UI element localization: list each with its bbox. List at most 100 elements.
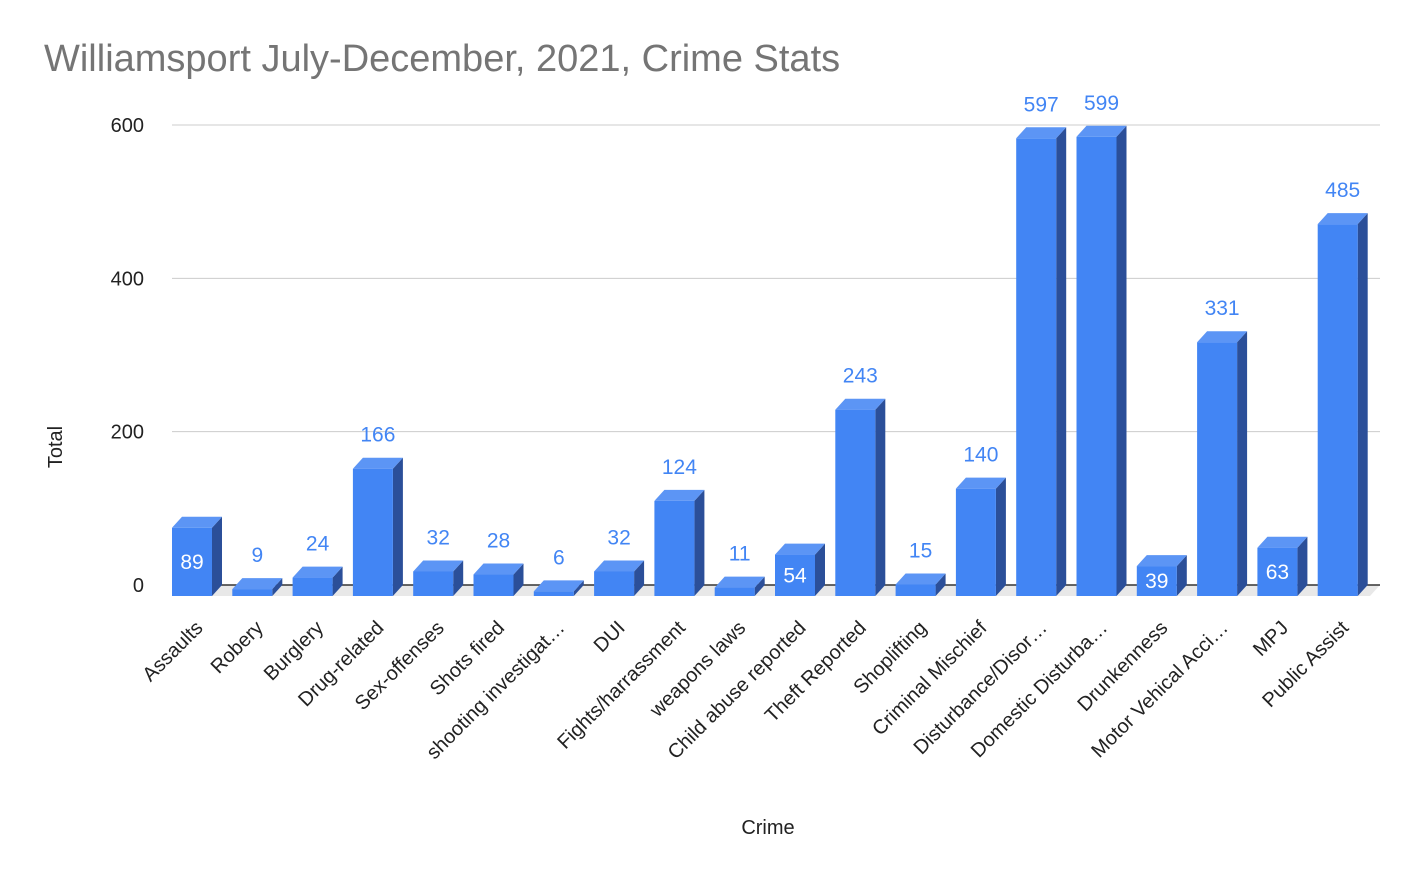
- data-label: 140: [963, 444, 998, 467]
- bar: [714, 576, 765, 596]
- bar-side: [332, 566, 343, 596]
- data-label: 485: [1325, 179, 1360, 202]
- x-axis-ticks: Assaults RoberyBurgleryDrug-relatedSex-of…: [139, 617, 1354, 764]
- data-labels: 89 9 24 166 32 28 6 32 124 11 54 243 15 140 597 599 39 33…: [180, 92, 1360, 593]
- y-tick-label: 0: [133, 575, 144, 597]
- bar-side: [935, 573, 946, 596]
- bar-front: [1076, 136, 1117, 596]
- bar-top: [413, 560, 464, 572]
- bar-front: [292, 577, 333, 596]
- data-label: 9: [251, 544, 263, 567]
- bar-front: [594, 571, 635, 596]
- data-label: 124: [662, 456, 697, 479]
- data-label: 89: [180, 551, 203, 574]
- y-tick-label: 600: [111, 115, 144, 137]
- bar-side: [754, 576, 765, 596]
- x-tick-label: DUI: [590, 617, 630, 657]
- x-tick-label: Robery: [207, 617, 268, 678]
- bar-side: [272, 578, 283, 596]
- bar-side: [1056, 127, 1067, 597]
- bar-front: [775, 554, 815, 596]
- data-label: 28: [487, 530, 510, 553]
- bar-side: [392, 457, 403, 596]
- data-label: 63: [1266, 561, 1289, 584]
- bar: [1197, 331, 1248, 596]
- bar-top: [895, 573, 946, 585]
- gridlines: [172, 124, 1380, 433]
- bar-front: [835, 409, 876, 596]
- bar-top: [775, 543, 825, 555]
- data-label: 331: [1205, 297, 1240, 320]
- bar-top: [654, 489, 705, 501]
- x-tick-label: MPJ: [1249, 617, 1293, 661]
- bar-front: [1317, 224, 1358, 596]
- bar: [1076, 125, 1127, 597]
- bar-side: [875, 398, 886, 596]
- data-label: 32: [427, 526, 450, 549]
- bar-top: [232, 578, 283, 590]
- bar-top: [172, 516, 222, 528]
- bar-top: [473, 563, 524, 575]
- x-tick-label: Criminal Mischief: [868, 617, 992, 741]
- bar-front: [955, 488, 996, 596]
- bar-top: [292, 566, 343, 578]
- data-label: 166: [360, 424, 395, 447]
- data-label: 599: [1084, 92, 1119, 115]
- bar-top: [1317, 213, 1368, 225]
- bar-front: [1257, 547, 1298, 596]
- bar-side: [634, 560, 645, 596]
- bar-top: [533, 580, 584, 592]
- bar-top: [1076, 125, 1127, 137]
- bar-side: [1357, 213, 1368, 596]
- bar-front: [413, 571, 454, 596]
- data-label: 11: [729, 543, 751, 566]
- bar-front: [1016, 138, 1057, 597]
- bar: [594, 560, 645, 596]
- bar-top: [594, 560, 645, 572]
- bar-side: [573, 580, 584, 596]
- data-label: 24: [306, 533, 330, 556]
- bar-side: [1237, 331, 1248, 596]
- bar: [292, 566, 343, 596]
- bar-front: [1197, 342, 1238, 596]
- y-tick-label: 400: [111, 268, 144, 290]
- bar-side: [453, 560, 464, 596]
- bar: [172, 516, 222, 596]
- bar-side: [694, 489, 705, 596]
- bar-front: [654, 500, 695, 596]
- bar: [413, 560, 464, 596]
- bar-side: [212, 516, 222, 596]
- bar-side: [1176, 555, 1187, 596]
- bar-top: [835, 398, 886, 410]
- data-label: 32: [607, 526, 630, 549]
- bar-top: [714, 576, 765, 588]
- bar-side: [513, 563, 524, 596]
- data-label: 54: [783, 564, 807, 587]
- data-label: 597: [1024, 93, 1059, 116]
- data-label: 6: [553, 546, 565, 569]
- bar-side: [1116, 125, 1127, 597]
- bar-top: [1136, 555, 1187, 567]
- bars: [172, 125, 1368, 597]
- bar-front: [1136, 566, 1177, 596]
- bar-front: [473, 574, 514, 596]
- bar: [835, 398, 886, 596]
- bar-top: [1016, 127, 1067, 139]
- bar: [232, 578, 283, 596]
- bar-front: [172, 527, 212, 596]
- bar-front: [232, 589, 273, 596]
- data-label: 15: [909, 540, 932, 563]
- data-label: 39: [1145, 570, 1168, 593]
- y-tick-label: 200: [111, 422, 144, 444]
- bar: [775, 543, 825, 596]
- x-tick-label: Assaults: [139, 617, 208, 686]
- bar-front: [533, 591, 574, 596]
- bar-top: [1197, 331, 1248, 343]
- bar-top: [352, 457, 403, 469]
- bar: [654, 489, 705, 596]
- bar: [1257, 536, 1308, 596]
- x-axis-label: Crime: [741, 817, 794, 839]
- bar-side: [1297, 536, 1308, 596]
- bar: [352, 457, 403, 596]
